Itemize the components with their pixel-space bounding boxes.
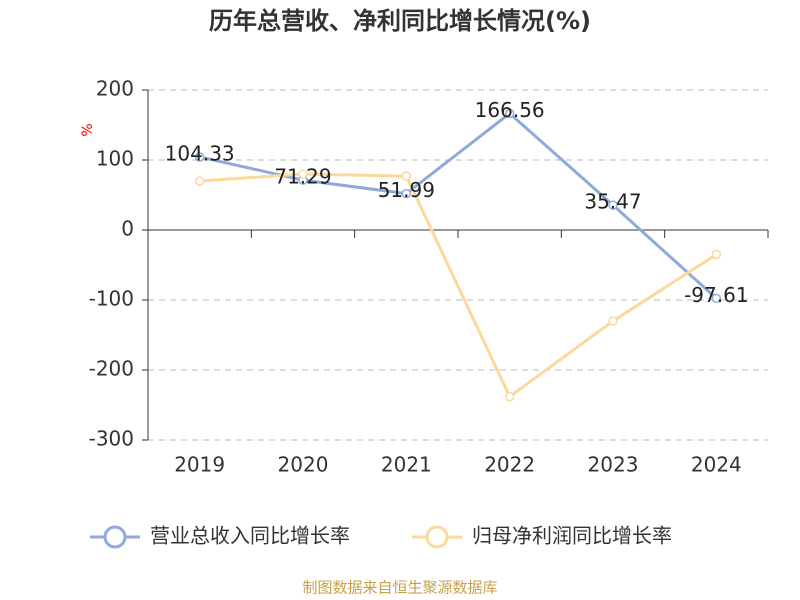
- x-tick-label: 2022: [484, 453, 535, 477]
- data-label: 71.29: [274, 165, 331, 189]
- point: [711, 249, 722, 260]
- y-tick-label: 200: [96, 77, 134, 101]
- data-label: 51.99: [378, 178, 435, 202]
- point: [608, 200, 618, 210]
- legend-icon: [103, 525, 127, 549]
- point: [194, 176, 205, 186]
- y-tick-label: -200: [89, 357, 134, 381]
- x-tick-label: 2020: [278, 453, 329, 477]
- x-tick-label: 2021: [381, 453, 432, 477]
- y-tick-label: 100: [96, 147, 134, 171]
- data-label: -97.61: [684, 283, 748, 307]
- data-label: 166.56: [475, 98, 545, 122]
- y-axis-label: %: [80, 123, 96, 136]
- legend-label: 营业总收入同比增长率: [150, 524, 350, 548]
- x-tick-label: 2019: [174, 453, 225, 477]
- data-label: 35.47: [584, 190, 641, 214]
- chart-title: 历年总营收、净利同比增长情况(%): [209, 7, 591, 35]
- point: [194, 152, 205, 162]
- point: [608, 316, 618, 326]
- y-tick-label: 0: [121, 217, 134, 241]
- point: [711, 293, 722, 304]
- point: [298, 169, 308, 179]
- data-label: 104.33: [165, 141, 235, 165]
- point: [504, 391, 515, 402]
- legend-label: 归母净利润同比增长率: [472, 524, 672, 548]
- x-tick-label: 2024: [691, 453, 742, 477]
- legend-icon: [425, 525, 449, 549]
- y-tick-label: -100: [89, 287, 134, 311]
- series-line: [199, 172, 718, 399]
- y-tick-label: -300: [89, 427, 134, 451]
- point: [504, 108, 515, 119]
- x-tick-label: 2023: [588, 453, 639, 477]
- point: [401, 171, 412, 181]
- point: [401, 188, 412, 199]
- source-note: 制图数据来自恒生聚源数据库: [302, 579, 497, 597]
